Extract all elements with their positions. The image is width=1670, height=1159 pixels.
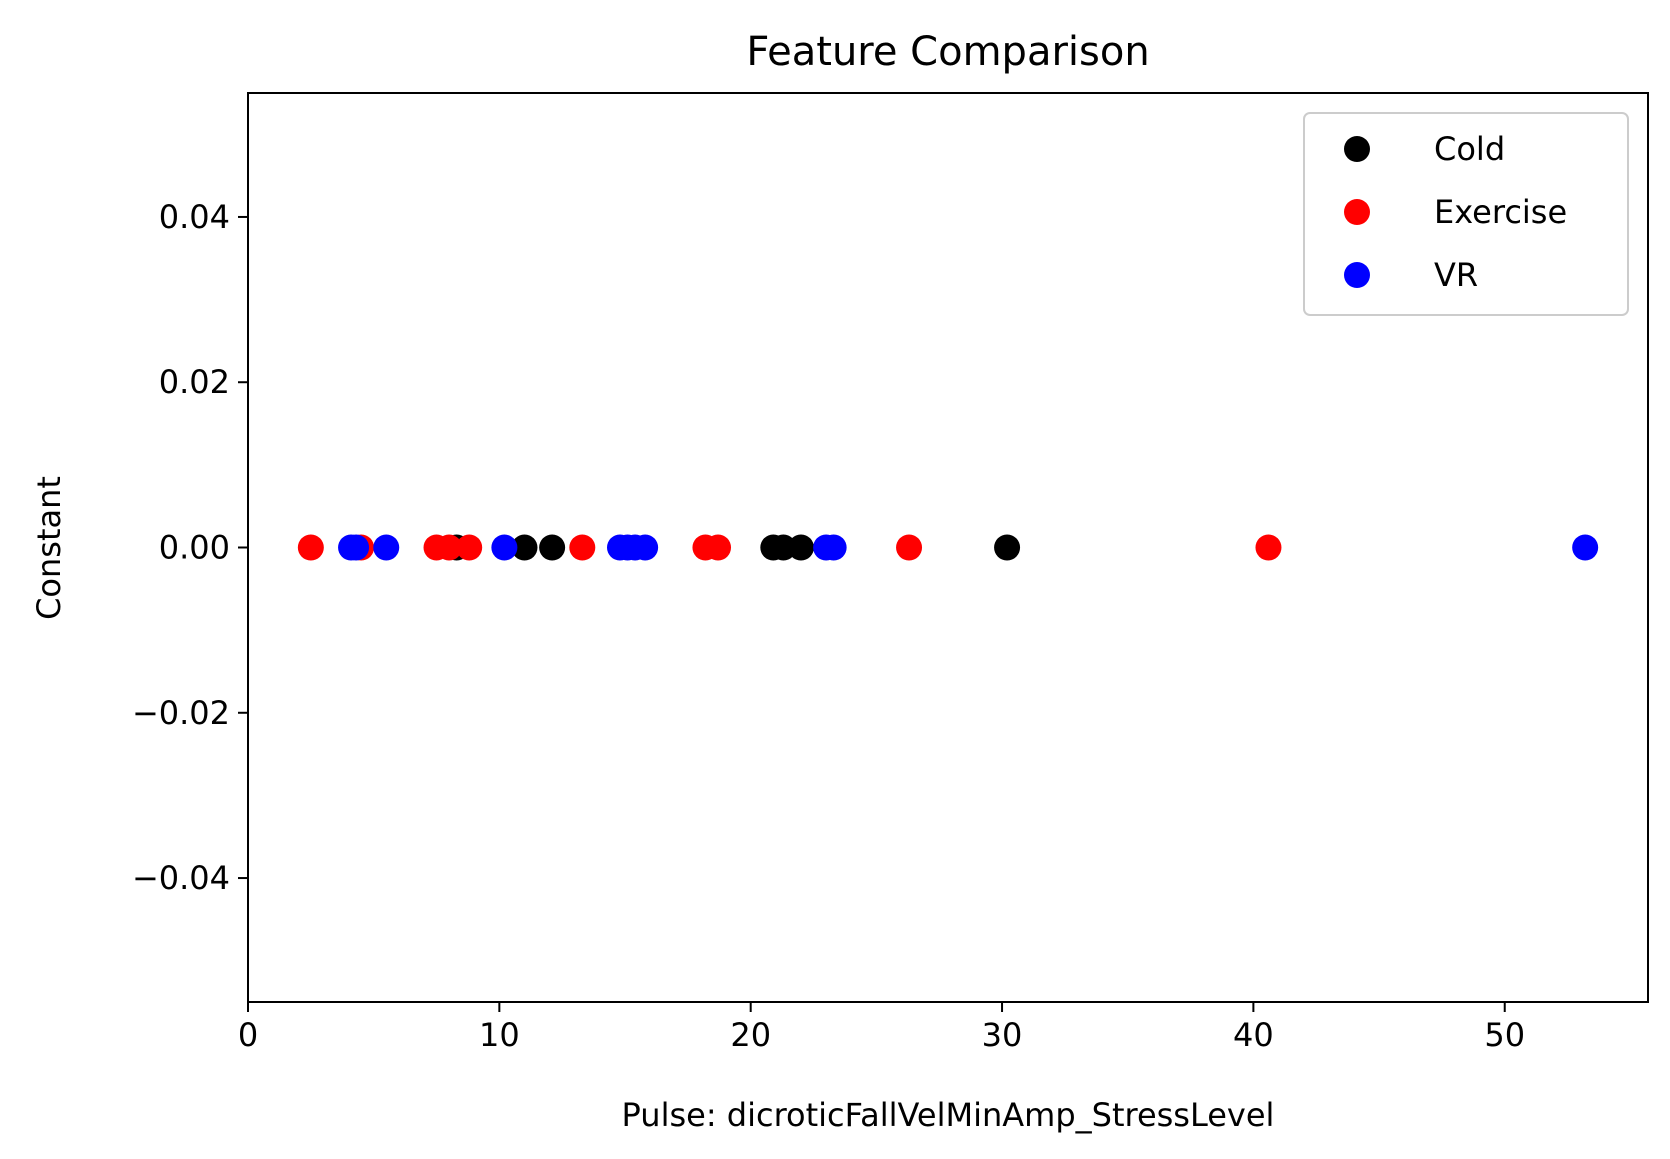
data-point-exercise [436,534,463,561]
x-axis-label: Pulse: dicroticFallVelMinAmp_StressLevel [622,1096,1275,1134]
data-point-cold [539,534,566,561]
y-tick-label: −0.02 [132,694,230,732]
data-point-cold [994,534,1021,561]
legend-marker-cold [1344,136,1370,162]
legend-label-exercise: Exercise [1434,193,1567,231]
x-tick-label: 20 [730,1016,771,1054]
y-tick-label: 0.00 [159,529,230,567]
y-tick-label: 0.04 [159,198,230,236]
y-tick-label: 0.02 [159,363,230,401]
data-point-exercise [896,534,923,561]
data-points [297,534,1599,561]
data-point-exercise [297,534,324,561]
x-tick-label: 40 [1233,1016,1274,1054]
y-axis-label: Constant [30,476,68,620]
legend-entries: Cold Exercise VR [1344,130,1567,294]
x-axis: 0 10 20 30 40 50 [238,1002,1525,1054]
y-tick-label: −0.04 [132,859,230,897]
y-axis: 0.04 0.02 0.00 −0.02 −0.04 [132,198,248,897]
legend-label-vr: VR [1434,256,1478,294]
data-point-cold [787,534,814,561]
data-point-vr [820,534,847,561]
legend: Cold Exercise VR [1303,112,1629,316]
data-point-exercise [705,534,732,561]
legend-marker-vr [1344,262,1370,288]
data-point-vr [491,534,518,561]
x-tick-label: 50 [1484,1016,1525,1054]
data-point-vr [1572,534,1599,561]
data-point-exercise [569,534,596,561]
x-tick-label: 30 [982,1016,1023,1054]
legend-box [1303,112,1629,316]
legend-marker-exercise [1344,199,1370,225]
x-tick-label: 10 [479,1016,520,1054]
x-tick-label: 0 [238,1016,258,1054]
chart-title: Feature Comparison [746,29,1149,75]
data-point-exercise [1255,534,1282,561]
data-point-vr [632,534,659,561]
data-point-cold [511,534,538,561]
legend-label-cold: Cold [1434,130,1505,168]
data-point-vr [373,534,400,561]
data-point-vr [343,534,370,561]
data-point-exercise [456,534,483,561]
